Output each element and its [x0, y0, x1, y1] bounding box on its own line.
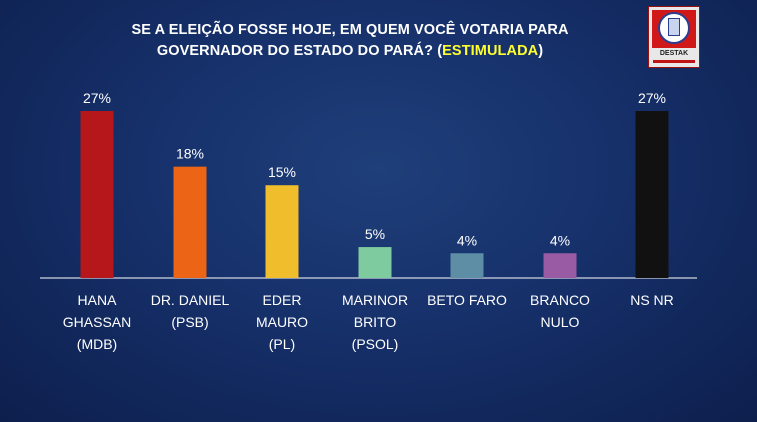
chart-title-line2-end: ) [538, 43, 544, 59]
chart-title: SE A ELEIÇÃO FOSSE HOJE, EM QUEM VOCÊ VO… [100, 20, 600, 62]
logo-name: DESTAK [659, 50, 689, 57]
category-label-line: BRANCO [530, 292, 590, 308]
category-label-line: BRITO [353, 314, 397, 330]
category-label-line: (PSOL) [351, 336, 399, 352]
bar-value-label-0: 27% [83, 90, 111, 106]
chart-title-highlight: ESTIMULADA [442, 43, 539, 59]
bar-5 [543, 253, 577, 278]
category-label-line: MAURO [255, 314, 309, 330]
logo-underline [653, 60, 695, 63]
category-label-3: MARINOR BRITO (PSOL) [320, 289, 430, 355]
bar-value-label-2: 15% [268, 164, 296, 180]
category-label-line: NULO [540, 314, 580, 330]
category-label-1: DR. DANIEL (PSB) [135, 289, 245, 333]
category-label-4: BETO FARO [412, 289, 522, 311]
ballot-logo-icon: DESTAK [648, 6, 700, 68]
bar-2 [265, 185, 299, 278]
category-label-6: NS NR [597, 289, 707, 311]
bar-value-label-4: 4% [457, 232, 477, 248]
category-label-line: (PL) [268, 336, 296, 352]
bar-0 [80, 111, 114, 278]
category-label-line: MARINOR [341, 292, 409, 308]
category-label-line: HANA [77, 292, 117, 308]
category-label-line: DR. DANIEL [150, 292, 230, 308]
category-label-line: BETO FARO [427, 292, 507, 308]
category-label-line: (MDB) [76, 336, 118, 352]
bar-value-label-5: 4% [550, 232, 570, 248]
logo-circle [658, 12, 690, 44]
bar-1 [173, 166, 207, 278]
category-label-line: (PSB) [171, 314, 209, 330]
category-label-line: GHASSAN [62, 314, 132, 330]
category-label-0: HANA GHASSAN (MDB) [42, 289, 152, 355]
chart-title-line1: SE A ELEIÇÃO FOSSE HOJE, EM QUEM VOCÊ VO… [131, 22, 569, 38]
category-label-2: EDER MAURO (PL) [227, 289, 337, 355]
bar-3 [358, 247, 392, 278]
bar-value-label-3: 5% [365, 226, 385, 242]
bar-value-label-1: 18% [176, 146, 204, 162]
chart-title-line2-main: GOVERNADOR DO ESTADO DO PARÁ? ( [156, 43, 443, 59]
bar-value-label-6: 27% [638, 90, 666, 106]
category-label-line: NS NR [630, 292, 674, 308]
chart-title-line2: GOVERNADOR DO ESTADO DO PARÁ? (ESTIMULAD… [100, 41, 600, 62]
category-label-5: BRANCO NULO [505, 289, 615, 333]
logo-ballot-shape [668, 18, 680, 36]
category-label-line: EDER [262, 292, 302, 308]
bar-4 [450, 253, 484, 278]
bar-6 [635, 111, 669, 278]
